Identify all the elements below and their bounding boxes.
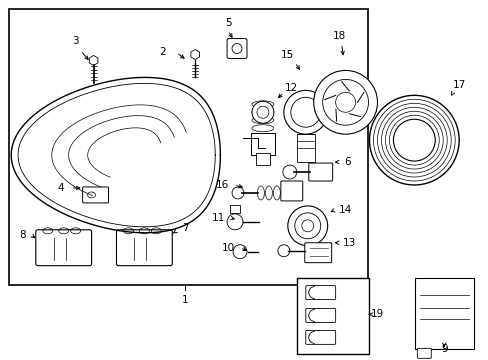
Text: 1: 1 — [182, 294, 188, 305]
Text: 15: 15 — [281, 50, 294, 60]
FancyBboxPatch shape — [305, 330, 335, 345]
Bar — [229, 205, 240, 213]
Circle shape — [232, 44, 242, 54]
Circle shape — [369, 95, 458, 185]
Bar — [414, 278, 473, 349]
Circle shape — [282, 165, 296, 179]
Text: 3: 3 — [72, 36, 79, 46]
Circle shape — [232, 187, 244, 199]
Text: 4: 4 — [57, 183, 64, 193]
Text: 10: 10 — [221, 243, 234, 253]
FancyBboxPatch shape — [416, 348, 430, 358]
FancyBboxPatch shape — [305, 285, 335, 300]
FancyBboxPatch shape — [305, 309, 335, 323]
FancyBboxPatch shape — [304, 243, 331, 263]
Text: 13: 13 — [342, 238, 355, 248]
Text: 17: 17 — [451, 80, 465, 90]
FancyBboxPatch shape — [36, 230, 91, 266]
FancyBboxPatch shape — [116, 230, 172, 266]
Text: 8: 8 — [20, 230, 26, 240]
Text: 11: 11 — [211, 213, 224, 223]
Text: 12: 12 — [285, 84, 298, 93]
FancyBboxPatch shape — [250, 133, 274, 155]
Text: 5: 5 — [224, 18, 231, 28]
Circle shape — [313, 71, 377, 134]
Text: 14: 14 — [338, 205, 351, 215]
Text: 9: 9 — [440, 345, 447, 354]
Text: 2: 2 — [159, 48, 165, 58]
Circle shape — [283, 90, 327, 134]
Text: 18: 18 — [332, 31, 346, 41]
FancyBboxPatch shape — [255, 153, 269, 165]
Bar — [296, 134, 314, 162]
FancyBboxPatch shape — [280, 181, 302, 201]
Circle shape — [393, 119, 434, 161]
Text: 16: 16 — [215, 180, 228, 190]
Text: 7: 7 — [182, 223, 188, 233]
Text: 19: 19 — [370, 310, 384, 319]
Bar — [9, 9, 367, 285]
Circle shape — [233, 245, 246, 259]
Circle shape — [226, 214, 243, 230]
Circle shape — [277, 245, 289, 257]
FancyBboxPatch shape — [82, 187, 108, 203]
FancyBboxPatch shape — [308, 163, 332, 181]
Circle shape — [251, 101, 273, 123]
FancyBboxPatch shape — [226, 39, 246, 58]
Circle shape — [287, 206, 327, 246]
Text: 6: 6 — [344, 157, 350, 167]
Bar — [296, 278, 368, 354]
